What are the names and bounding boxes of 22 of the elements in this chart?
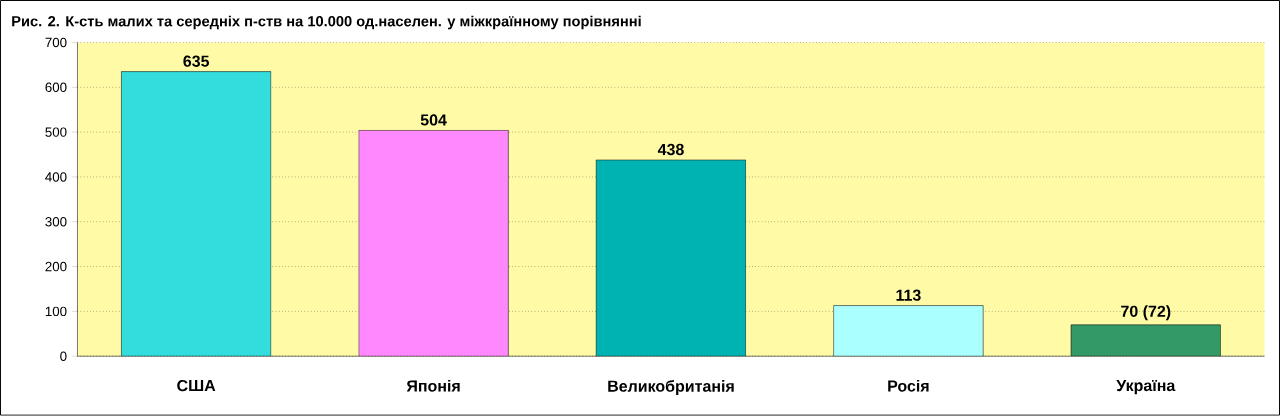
y-tick-label: 500 — [45, 127, 67, 137]
data-label: 438 — [657, 144, 684, 156]
data-label: 113 — [896, 289, 921, 302]
x-tick-label: Росія — [888, 380, 929, 392]
x-tick-label: Україна — [1116, 380, 1176, 395]
x-tick-label: Великобританія — [608, 380, 734, 396]
bar — [833, 305, 984, 357]
data-label: 70 (72) — [1121, 305, 1171, 321]
y-tick-label: 0 — [60, 351, 67, 362]
y-tick-label: 300 — [45, 217, 67, 227]
y-tick-label: 400 — [45, 172, 67, 182]
y-tick-label: 100 — [45, 306, 67, 317]
y-tick-label: 700 — [45, 37, 67, 48]
y-tick-label: 200 — [45, 262, 67, 272]
chart-title: Рис. 2. К-сть малих та середніх п-ств на 10.000 од.населен. у міжкраїнному порівнянні — [12, 15, 641, 30]
data-label: 635 — [183, 55, 210, 68]
bar — [1070, 324, 1221, 357]
x-tick-label: Японія — [406, 380, 460, 392]
y-tick-label: 600 — [45, 82, 67, 93]
bar — [595, 159, 747, 357]
x-tick-label: США — [177, 380, 216, 392]
data-label: 504 — [420, 114, 447, 126]
